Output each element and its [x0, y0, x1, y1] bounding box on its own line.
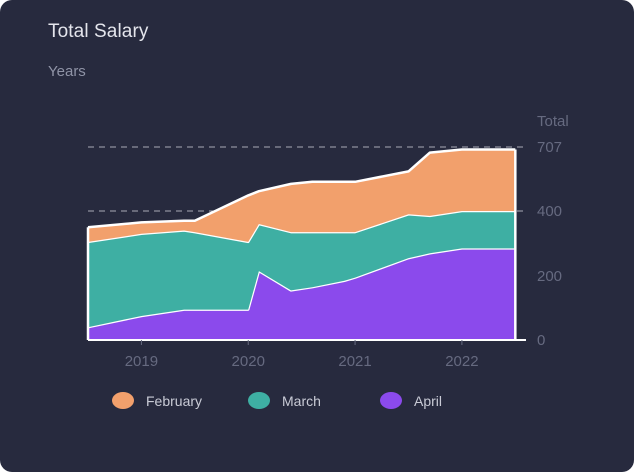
legend-label-march: March [282, 392, 321, 409]
x-tick-label-2022: 2022 [445, 353, 478, 370]
x-tick-label-2019: 2019 [125, 353, 158, 370]
area-april [88, 248, 516, 340]
line-february [87, 148, 516, 229]
legend-swatch-february [112, 392, 134, 409]
legend-swatch-april [380, 392, 402, 409]
chart-legend: February March April [112, 392, 480, 409]
y-tick-label-707: 707 [537, 139, 562, 156]
legend-label-april: April [414, 392, 443, 409]
y-tick-label-200: 200 [537, 268, 562, 285]
legend-label-february: February [146, 392, 203, 409]
x-tick-label-2020: 2020 [232, 353, 265, 370]
legend-swatch-march [248, 392, 270, 409]
y-axis-label: Total [537, 113, 569, 130]
legend-item-february[interactable]: February [112, 392, 248, 409]
legend-item-march[interactable]: March [248, 392, 380, 409]
y-tick-label-400: 400 [537, 203, 562, 220]
legend-item-april[interactable]: April [380, 392, 480, 409]
y-tick-label-0: 0 [537, 332, 545, 349]
area-march [88, 211, 516, 328]
chart-title: Total Salary [48, 21, 149, 42]
x-tick-label-2021: 2021 [338, 353, 371, 370]
chart-subtitle: Years [48, 63, 86, 80]
